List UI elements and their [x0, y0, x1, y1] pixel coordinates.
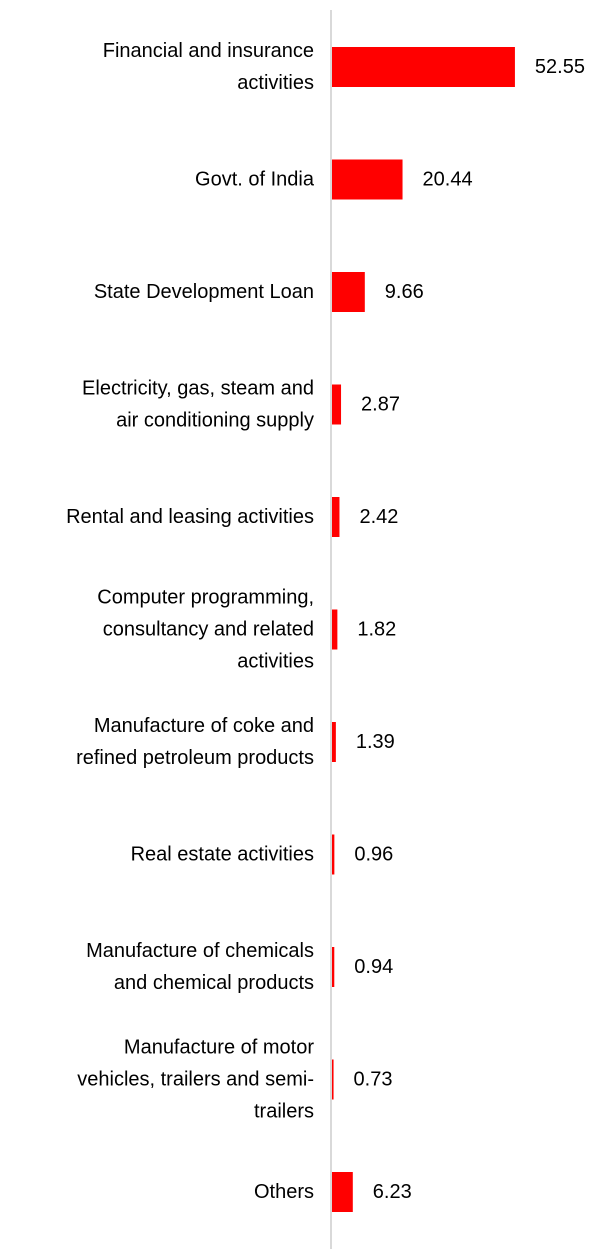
bar	[331, 497, 340, 537]
category-label: Others	[254, 1181, 314, 1203]
bar	[331, 722, 336, 762]
value-label: 9.66	[385, 281, 424, 303]
bar	[331, 47, 515, 87]
bar	[331, 609, 338, 650]
category-label: Rental and leasing activities	[66, 506, 314, 528]
bar	[331, 1059, 334, 1100]
value-label: 2.87	[361, 394, 400, 416]
category-label: Manufacture of chemicals and chemical pro…	[86, 940, 314, 994]
bar	[331, 272, 365, 312]
category-label: Computer programming, consultancy and rel…	[97, 587, 314, 673]
category-label: Financial and insurance activities	[103, 40, 314, 94]
category-label: Real estate activities	[131, 844, 314, 866]
value-label: 52.55	[535, 56, 585, 78]
bar	[331, 947, 335, 987]
bar	[331, 384, 342, 425]
value-label: 2.42	[359, 506, 398, 528]
value-label: 20.44	[423, 169, 473, 191]
value-label: 1.39	[356, 731, 395, 753]
bar	[331, 159, 403, 200]
bar	[331, 834, 335, 875]
value-label: 6.23	[373, 1181, 412, 1203]
category-labels-group: Financial and insurance activities Govt. o…	[66, 40, 315, 1203]
value-label: 0.96	[354, 844, 393, 866]
category-label: Electricity, gas, steam and air condition…	[82, 378, 314, 432]
bar	[331, 1172, 353, 1212]
bars-group	[331, 47, 515, 1212]
value-labels-group: 52.55 20.44 9.66 2.87 2.42 1.82 1.39 0.96 0.94 0.…	[354, 56, 585, 1203]
category-label: State Development Loan	[94, 281, 314, 303]
value-label: 1.82	[357, 619, 396, 641]
value-label: 0.94	[354, 956, 393, 978]
category-label: Govt. of India	[195, 169, 315, 191]
value-label: 0.73	[354, 1069, 393, 1091]
category-label: Manufacture of coke and refined petroleum…	[76, 715, 314, 769]
category-label: Manufacture of motor vehicles, trailers a…	[77, 1037, 314, 1123]
